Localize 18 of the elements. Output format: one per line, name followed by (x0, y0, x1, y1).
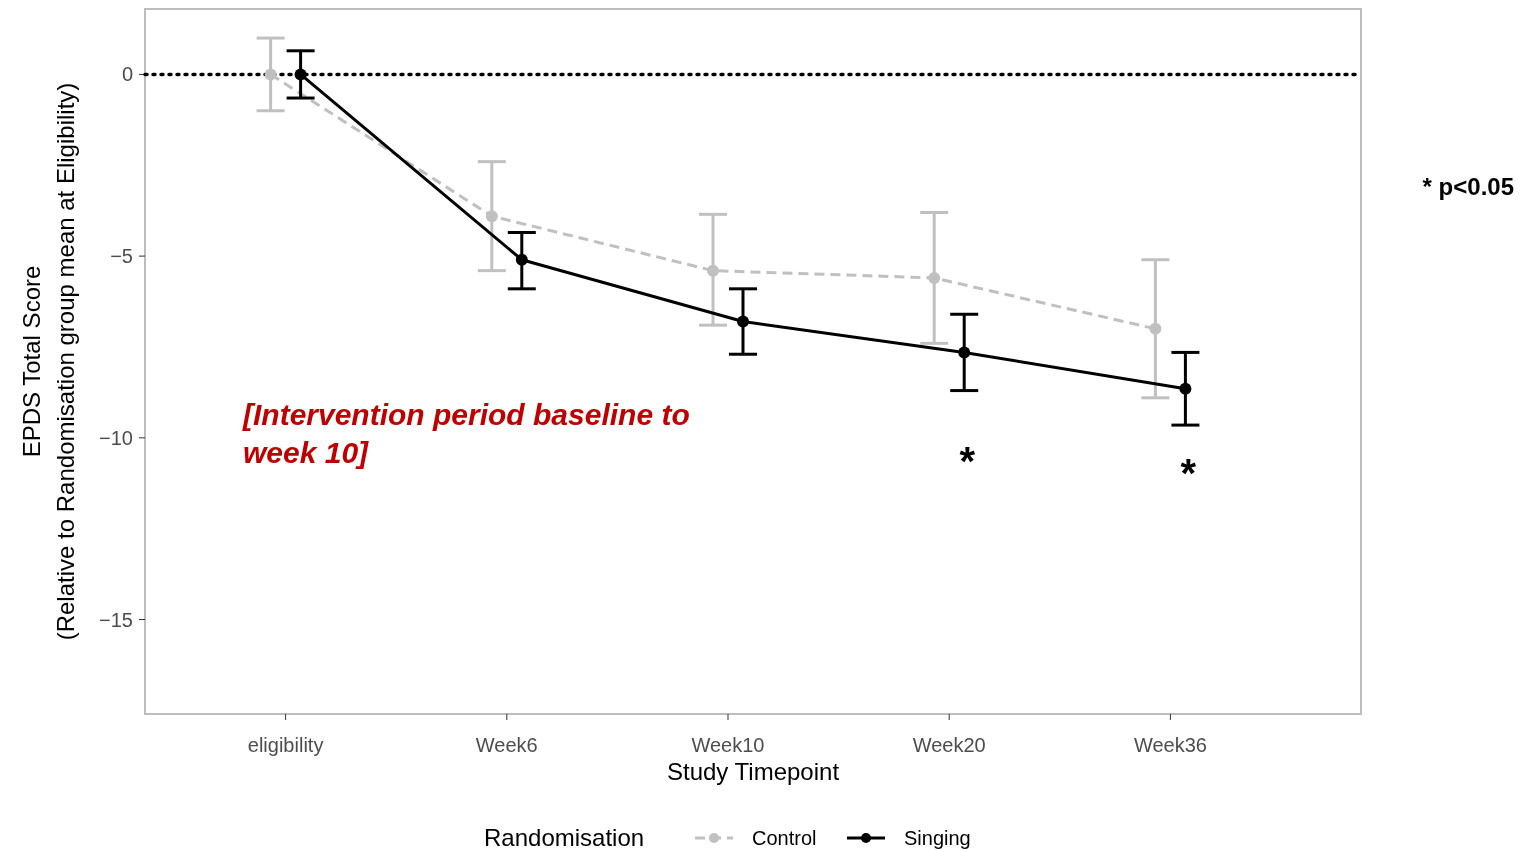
y-axis-title: EPDS Total Score (Relative to Randomisation group mean at Eligibility) (18, 82, 79, 641)
legend-title: Randomisation (484, 824, 645, 850)
x-tick-label: Week36 (1133, 734, 1207, 756)
y-tick-label: −15 (99, 608, 133, 631)
y-tick-label: −10 (99, 426, 133, 449)
annotation: * (1180, 451, 1197, 495)
x-tick-label: Week6 (475, 734, 538, 756)
legend-label: Singing (904, 827, 971, 849)
x-tick-label: Week20 (912, 734, 986, 756)
legend-label: Control (752, 827, 817, 849)
annotation: [Intervention period baseline to week 10] (242, 398, 690, 469)
y-tick-label: −5 (110, 245, 133, 268)
x-tick-label: eligibility (247, 734, 324, 756)
x-axis-title: Study Timepoint (666, 758, 840, 785)
x-tick-label: Week10 (691, 734, 765, 756)
annotation: * (959, 439, 976, 483)
y-tick-label: 0 (121, 63, 133, 86)
text: * p<0.05 (1422, 173, 1514, 200)
